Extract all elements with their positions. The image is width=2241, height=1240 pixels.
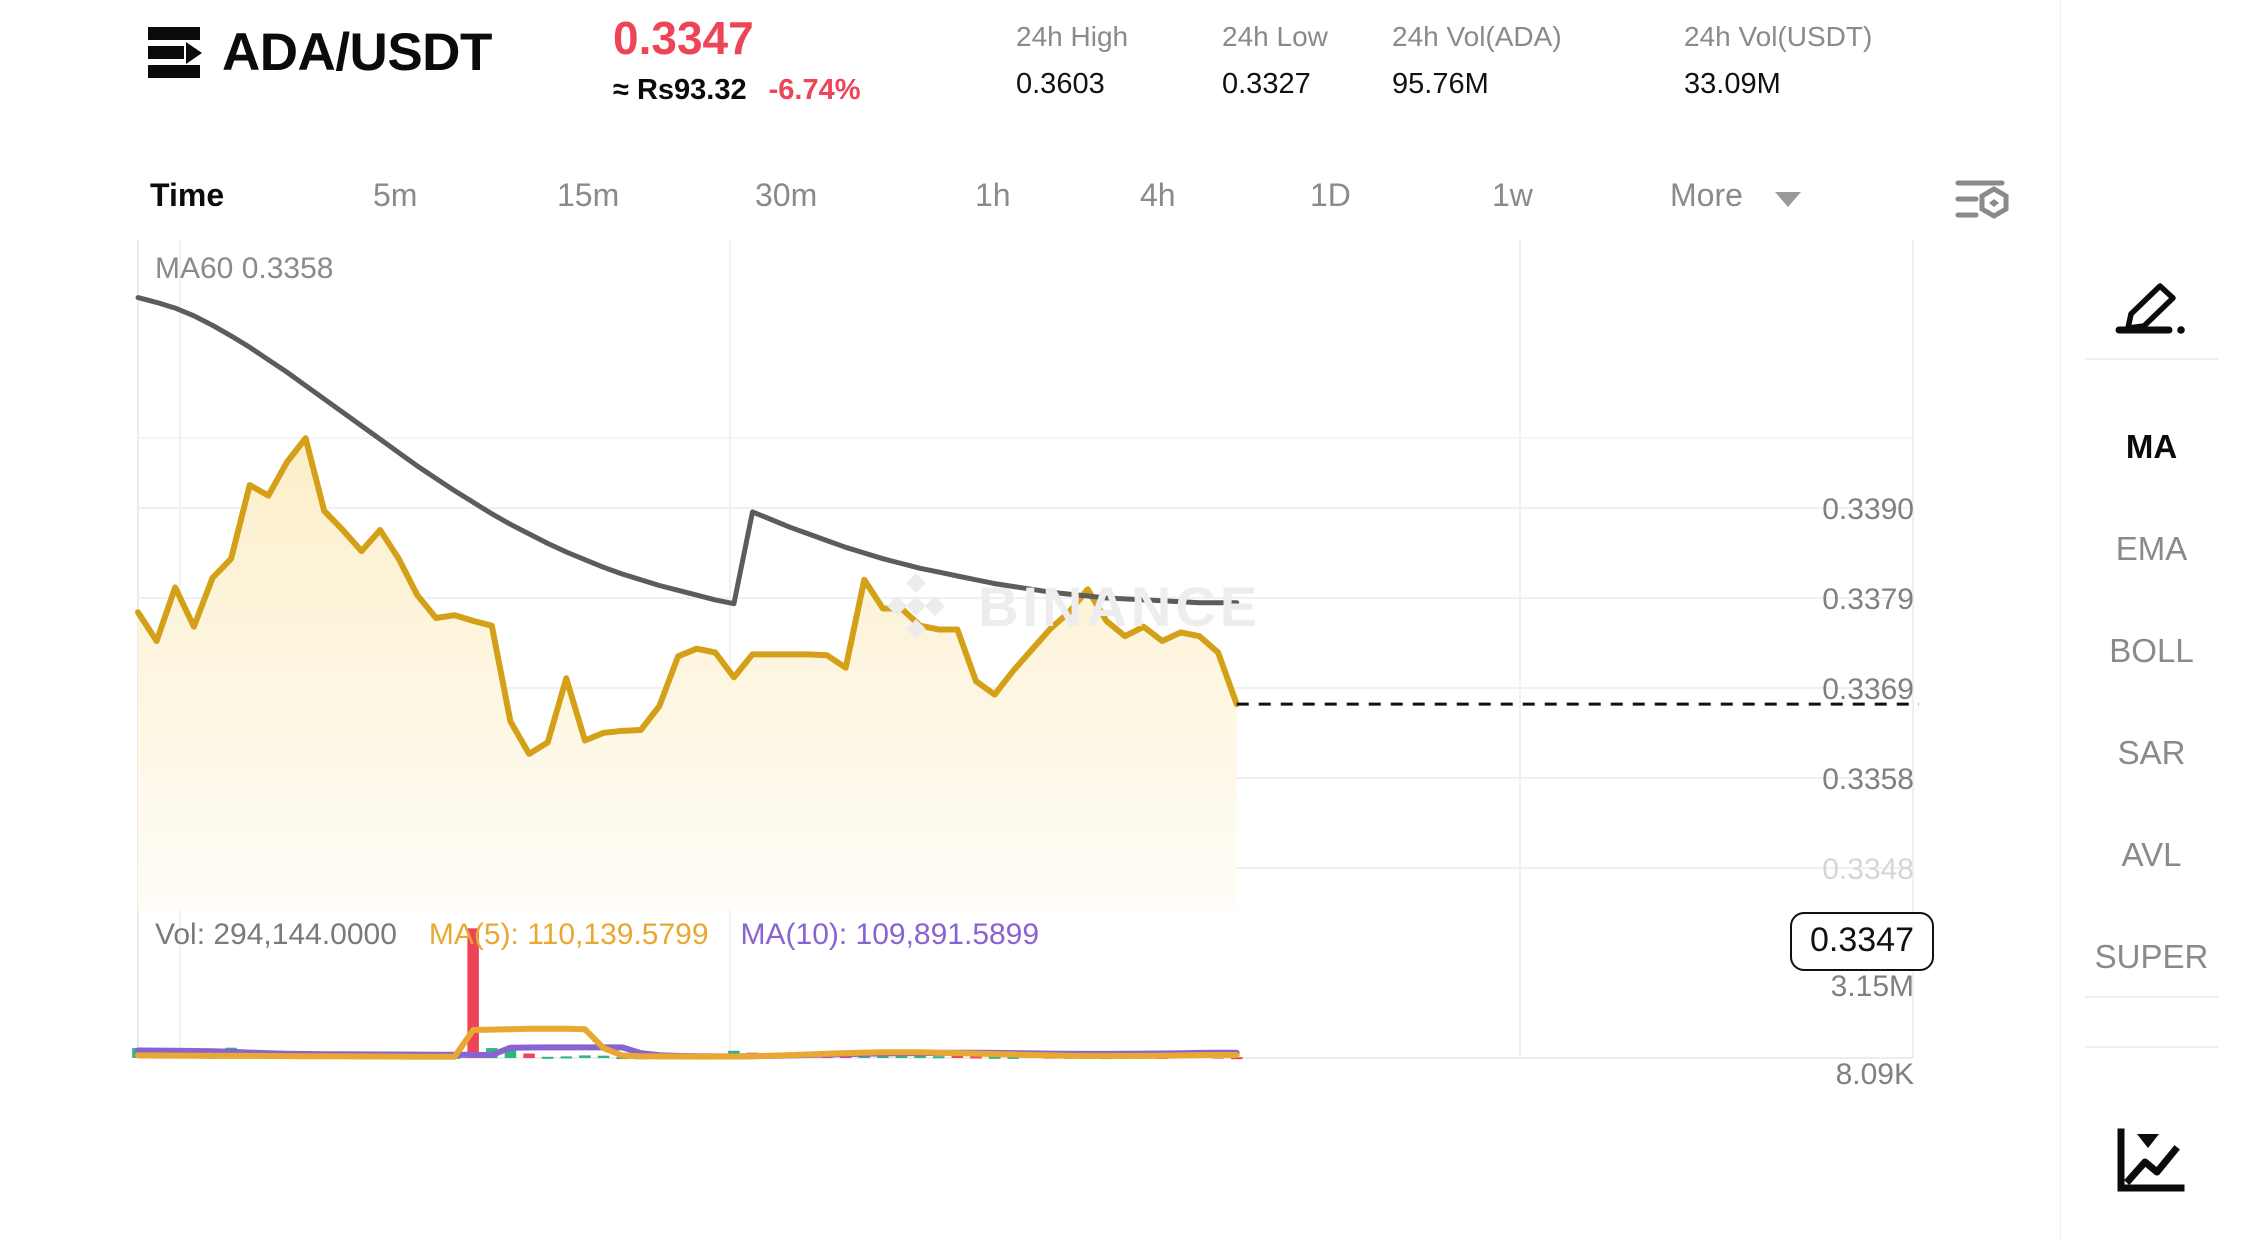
- tab-4h[interactable]: 4h: [1140, 177, 1176, 213]
- stat-24h-high: 24h High 0.3603: [1016, 18, 1128, 106]
- stat-value: 0.3603: [1016, 68, 1105, 100]
- chevron-down-icon[interactable]: [1775, 192, 1801, 207]
- stat-label: 24h Vol(ADA): [1392, 21, 1562, 52]
- stat-label: 24h High: [1016, 21, 1129, 52]
- stat-24h-vol-quote: 24h Vol(USDT) 33.09M: [1684, 18, 1872, 106]
- binance-watermark: BINANCE: [880, 570, 1261, 642]
- timeframe-tabbar: Time 5m 15m 30m 1h 4h 1D 1w More: [0, 150, 2060, 240]
- sidebar-item-avl[interactable]: AVL: [2121, 836, 2182, 873]
- volume-ma5-value: MA(5): 110,139.5799: [428, 918, 709, 951]
- tab-time[interactable]: Time: [150, 177, 225, 213]
- sidebar-item-super[interactable]: SUPER: [2094, 938, 2209, 975]
- sidebar-item-sar[interactable]: SAR: [2117, 734, 2186, 771]
- price-pane[interactable]: MA60 0.3358 BINANCE 0.3390 0.3379 0.3369…: [0, 240, 2060, 956]
- price-axis-label: 0.3379: [1822, 583, 1914, 616]
- ma60-legend: MA60 0.3358: [155, 252, 334, 285]
- chart-area[interactable]: MA60 0.3358 BINANCE 0.3390 0.3379 0.3369…: [0, 240, 2060, 1240]
- watermark-text: BINANCE: [978, 574, 1262, 638]
- tab-30m[interactable]: 30m: [755, 177, 818, 213]
- volume-axis-label: 3.15M: [1830, 970, 1914, 1003]
- price-axis-label: 0.3348: [1822, 853, 1914, 886]
- stat-24h-low: 24h Low 0.3327: [1222, 18, 1328, 106]
- stat-label: 24h Low: [1222, 21, 1328, 52]
- price-axis-label: 0.3390: [1822, 493, 1914, 526]
- fiat-price: ≈ Rs93.32: [613, 74, 747, 106]
- tab-1h[interactable]: 1h: [975, 177, 1011, 213]
- tab-more[interactable]: More: [1670, 177, 1743, 213]
- volume-axis-label: 8.09K: [1835, 1058, 1914, 1091]
- binance-logo-icon: [148, 25, 202, 81]
- market-header: ADA/USDT 0.3347 ≈ Rs93.32 -6.74% 24h Hig…: [0, 0, 2060, 150]
- sidebar-item-ema[interactable]: EMA: [2115, 530, 2188, 567]
- stat-value: 0.3327: [1222, 68, 1311, 100]
- price-change-percent: -6.74%: [768, 74, 861, 106]
- chart-settings-icon[interactable]: [1950, 175, 2014, 223]
- stat-value: 33.09M: [1684, 68, 1781, 100]
- tab-5m[interactable]: 5m: [373, 177, 418, 213]
- price-axis-label: 0.3358: [1822, 763, 1914, 796]
- price-block: 0.3347 ≈ Rs93.32 -6.74%: [613, 10, 861, 107]
- volume-ma10-value: MA(10): 109,891.5899: [740, 918, 1040, 951]
- volume-legend: Vol: 294,144.0000 MA(5): 110,139.5799 MA…: [155, 918, 1039, 952]
- pair-name: ADA/USDT: [222, 23, 492, 82]
- stat-value: 95.76M: [1392, 68, 1489, 100]
- sidebar-divider-bottom: [2085, 1046, 2218, 1048]
- last-price: 0.3347: [613, 12, 754, 64]
- sidebar-item-boll[interactable]: BOLL: [2109, 632, 2194, 669]
- stat-24h-vol-base: 24h Vol(ADA) 95.76M: [1392, 18, 1562, 106]
- pair-selector[interactable]: ADA/USDT: [148, 22, 492, 83]
- sidebar-divider-mid: [2085, 996, 2218, 998]
- sidebar-item-ma[interactable]: MA: [2125, 428, 2178, 465]
- pencil-edit-icon[interactable]: [2111, 278, 2189, 334]
- tab-1w[interactable]: 1w: [1492, 177, 1533, 213]
- line-chart-icon[interactable]: [2113, 1128, 2189, 1198]
- tab-1d[interactable]: 1D: [1310, 177, 1351, 213]
- tab-15m[interactable]: 15m: [557, 177, 620, 213]
- price-axis-label: 0.3369: [1822, 673, 1914, 706]
- current-price-tag: 0.3347: [1790, 912, 1934, 972]
- stat-label: 24h Vol(USDT): [1684, 21, 1873, 52]
- indicator-sidebar: MA EMA BOLL SAR AVL SUPER: [2060, 0, 2241, 1240]
- volume-pane[interactable]: Vol: 294,144.0000 MA(5): 110,139.5799 MA…: [0, 910, 2060, 1240]
- volume-value: Vol: 294,144.0000: [155, 918, 397, 951]
- sidebar-divider-top: [2085, 358, 2218, 360]
